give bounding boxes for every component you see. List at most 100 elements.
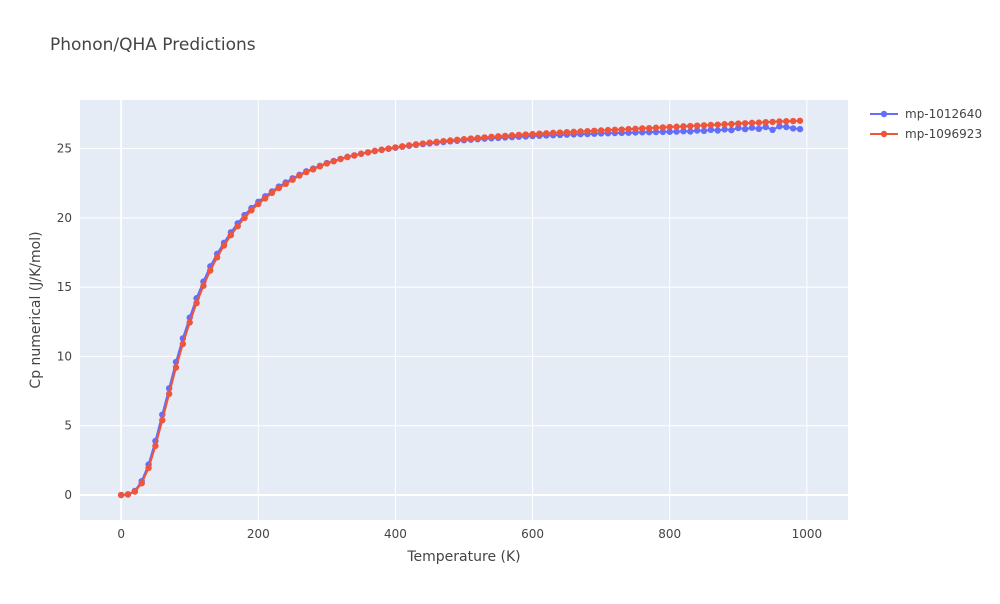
- data-point: [591, 127, 598, 134]
- data-point: [673, 128, 680, 135]
- data-point: [597, 127, 605, 134]
- data-point: [741, 125, 749, 133]
- legend-label: mp-1096923: [905, 127, 982, 141]
- data-point: [138, 480, 145, 487]
- data-point: [748, 124, 756, 131]
- data-point: [275, 184, 283, 192]
- data-point: [776, 118, 783, 125]
- data-point: [515, 131, 523, 139]
- data-point: [268, 189, 276, 197]
- legend-item-mp-1096923[interactable]: mp-1096923: [870, 127, 982, 141]
- data-point: [769, 126, 776, 134]
- data-point: [488, 133, 495, 141]
- data-point: [728, 120, 735, 128]
- y-tick-label: 10: [57, 349, 72, 363]
- data-point: [618, 126, 625, 133]
- data-point: [207, 267, 214, 274]
- data-point: [714, 121, 721, 128]
- data-point: [700, 127, 708, 135]
- data-point: [707, 121, 715, 129]
- data-point: [796, 117, 804, 124]
- data-point: [522, 131, 529, 138]
- data-point: [652, 124, 660, 131]
- data-point: [700, 122, 708, 129]
- x-tick-label: 1000: [792, 527, 823, 541]
- data-point: [762, 123, 769, 131]
- data-point: [330, 158, 337, 165]
- data-point: [549, 129, 557, 137]
- data-point: [117, 491, 125, 499]
- data-point: [748, 119, 756, 127]
- data-point: [755, 125, 763, 133]
- data-point: [159, 416, 166, 424]
- legend-item-mp-1012640[interactable]: mp-1012640: [870, 107, 982, 121]
- data-point: [412, 141, 420, 148]
- data-point: [769, 118, 776, 126]
- data-point: [495, 133, 502, 140]
- data-point: [639, 125, 646, 132]
- x-tick-label: 0: [117, 527, 125, 541]
- data-point: [735, 124, 742, 132]
- data-point: [200, 282, 207, 289]
- data-point: [611, 126, 619, 134]
- y-tick-label: 25: [57, 142, 72, 156]
- data-point: [687, 122, 694, 130]
- data-point: [453, 136, 461, 143]
- data-point: [543, 130, 550, 137]
- data-point: [796, 125, 804, 133]
- x-tick-label: 200: [247, 527, 270, 541]
- data-point: [783, 118, 790, 125]
- data-point: [776, 123, 783, 130]
- x-tick-label: 600: [521, 527, 544, 541]
- data-point: [316, 163, 324, 170]
- data-point: [625, 125, 632, 133]
- data-point: [220, 242, 228, 249]
- data-point: [344, 153, 351, 161]
- data-point: [529, 130, 536, 138]
- y-tick-label: 5: [64, 419, 72, 433]
- data-point: [392, 144, 399, 151]
- data-point: [426, 139, 433, 146]
- data-point: [289, 176, 296, 183]
- data-point: [145, 464, 152, 472]
- data-point: [282, 180, 289, 188]
- data-point: [440, 137, 447, 145]
- data-point: [563, 128, 571, 136]
- data-point: [762, 118, 769, 126]
- data-point: [789, 117, 797, 125]
- series-mp-1096923: [117, 117, 804, 499]
- data-point: [419, 140, 427, 147]
- data-point: [693, 122, 701, 129]
- legend-swatch-marker: [880, 130, 888, 138]
- data-point: [721, 121, 728, 128]
- tick-labels: 0 200 400 600 800 1000 0 5 10 15 20 25: [57, 142, 822, 541]
- data-point: [248, 206, 255, 214]
- data-point: [193, 299, 200, 307]
- data-point: [680, 123, 687, 130]
- data-point: [364, 149, 372, 156]
- data-point: [399, 143, 406, 150]
- data-point: [556, 129, 564, 136]
- data-point: [385, 145, 392, 152]
- data-point: [687, 128, 694, 135]
- data-point: [693, 127, 701, 134]
- data-point: [577, 128, 584, 135]
- legend-label: mp-1012640: [905, 107, 982, 121]
- data-point: [789, 125, 797, 132]
- y-tick-label: 15: [57, 280, 72, 294]
- data-point: [741, 120, 749, 127]
- data-point: [351, 152, 358, 159]
- data-point: [467, 135, 475, 142]
- data-point: [536, 130, 543, 137]
- data-point: [337, 155, 344, 163]
- data-point: [405, 142, 413, 149]
- data-point: [728, 126, 735, 134]
- data-point: [179, 340, 187, 348]
- data-point: [584, 127, 591, 135]
- legend[interactable]: mp-1012640 mp-1096923: [870, 107, 982, 141]
- data-point: [714, 127, 721, 134]
- plot-area: [80, 100, 848, 520]
- data-point: [570, 128, 577, 136]
